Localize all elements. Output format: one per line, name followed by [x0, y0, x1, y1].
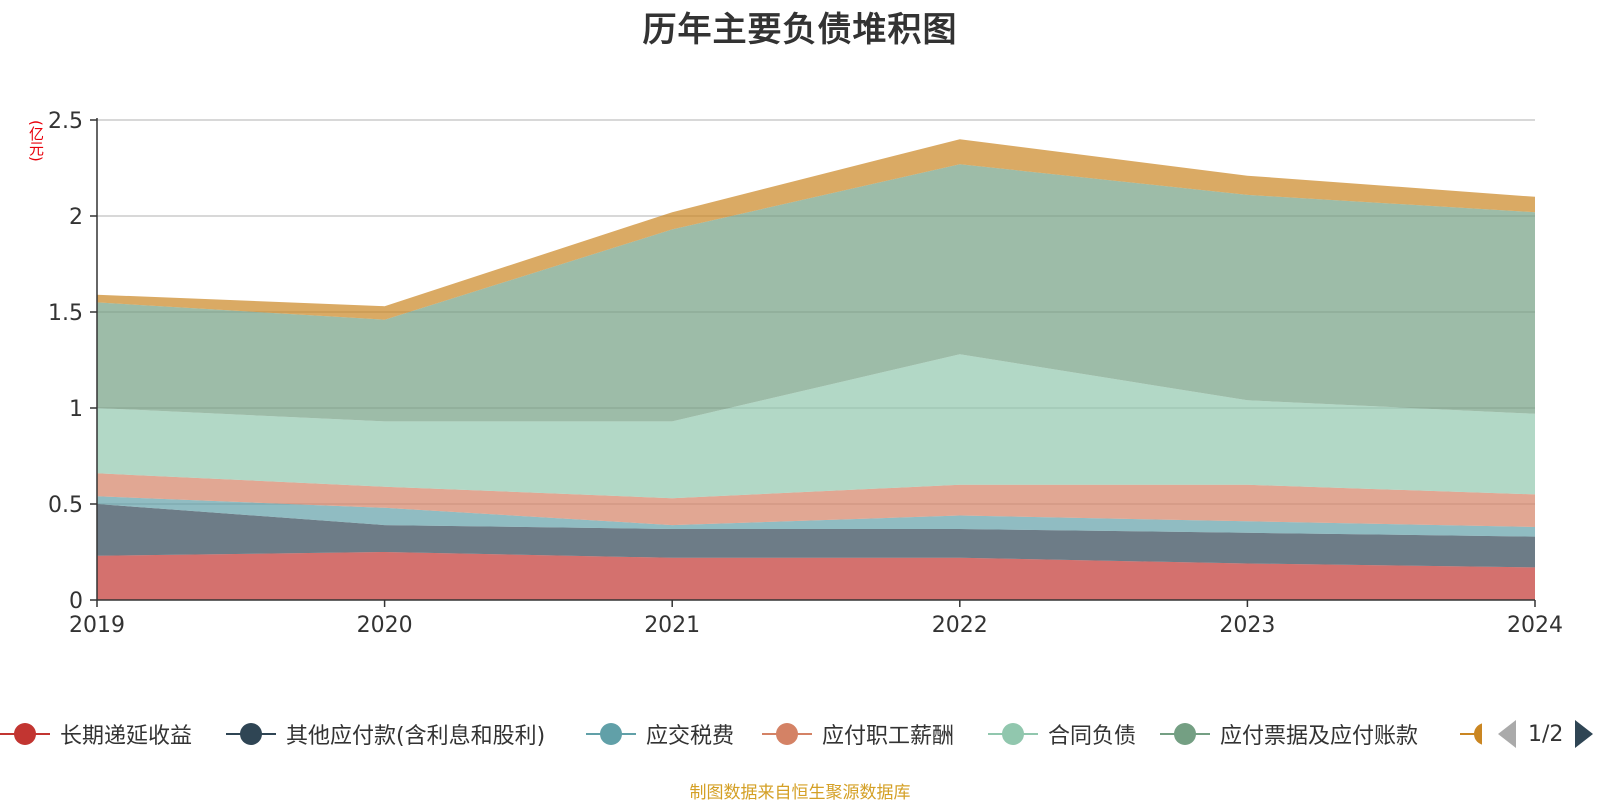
y-tick-label: 1.5: [48, 301, 83, 326]
x-tick-label: 2024: [1507, 613, 1563, 638]
legend: 长期递延收益 其他应付款(含利息和股利) 应交税费 应付职工薪酬 合同负债 应付票据及应付…: [0, 716, 1600, 752]
legend-dot-mark: [1174, 723, 1196, 745]
y-tick-label: 0.5: [48, 493, 83, 518]
area-series-5[interactable]: [97, 164, 1535, 422]
legend-circle-icon: [226, 716, 276, 752]
legend-circle-icon: [1460, 716, 1482, 752]
legend-circle-icon: [988, 716, 1038, 752]
chart-title: 历年主要负债堆积图: [642, 10, 958, 50]
legend-circle-icon: [762, 716, 812, 752]
legend-label: 应付职工薪酬: [822, 724, 955, 749]
y-axis-unit-label: (亿元): [27, 120, 45, 162]
y-tick-label: 2.5: [48, 109, 83, 134]
legend-next-page-icon[interactable]: [1575, 720, 1594, 748]
legend-circle-icon: [0, 716, 50, 752]
legend-dot-mark: [600, 723, 622, 745]
x-tick-label: 2020: [357, 613, 413, 638]
legend-label: 应付票据及应付账款: [1220, 724, 1419, 749]
y-tick-label: 1: [69, 397, 83, 422]
area-series-4[interactable]: [97, 354, 1535, 499]
area-series-6[interactable]: [97, 139, 1535, 320]
legend-item[interactable]: 应付职工薪酬: [762, 716, 954, 752]
x-tick-label: 2022: [932, 613, 988, 638]
legend-prev-page-icon[interactable]: [1498, 720, 1516, 748]
legend-dot-mark: [1002, 723, 1024, 745]
legend-circle-icon: [1160, 716, 1210, 752]
legend-dot-mark: [776, 723, 798, 745]
x-tick-label: 2021: [644, 613, 700, 638]
legend-circle-icon: [586, 716, 636, 752]
legend-line-mark: [1460, 733, 1482, 735]
chart-plot: 0 0.5 1 1.5 2 2.5 2019 2020 2021 2022 2023 2024: [48, 109, 1563, 638]
legend-pager: 1/2: [1498, 716, 1594, 752]
legend-item[interactable]: 应付票据及应付账款: [1160, 716, 1418, 752]
legend-item[interactable]: 长期递延收益: [0, 716, 192, 752]
data-source-note: 制图数据来自恒生聚源数据库: [689, 783, 911, 803]
legend-dot-mark: [14, 723, 36, 745]
y-tick-label: 0: [69, 589, 83, 614]
x-tick-label: 2023: [1219, 613, 1275, 638]
area-series-2[interactable]: [97, 496, 1535, 537]
legend-item[interactable]: 合同负债: [988, 716, 1136, 752]
x-tick-label: 2019: [69, 613, 125, 638]
area-series-3[interactable]: [97, 473, 1535, 527]
area-series-0[interactable]: [97, 552, 1535, 600]
legend-label: 合同负债: [1048, 724, 1137, 749]
legend-item[interactable]: 其他应付款(含利息和股利): [226, 716, 545, 752]
legend-label: 其他应付款(含利息和股利): [286, 724, 546, 749]
area-series-1[interactable]: [97, 504, 1535, 568]
y-tick-label: 2: [69, 205, 83, 230]
legend-dot-mark: [1474, 723, 1482, 745]
axes: 0 0.5 1 1.5 2 2.5 2019 2020 2021 2022 2023 2024: [48, 109, 1563, 638]
legend-item[interactable]: [1460, 716, 1482, 752]
legend-label: 长期递延收益: [60, 724, 193, 749]
legend-label: 应交税费: [646, 724, 735, 749]
legend-page-indicator: 1/2: [1528, 721, 1564, 747]
legend-item[interactable]: 应交税费: [586, 716, 734, 752]
legend-dot-mark: [240, 723, 262, 745]
stacked-areas: [97, 139, 1535, 600]
